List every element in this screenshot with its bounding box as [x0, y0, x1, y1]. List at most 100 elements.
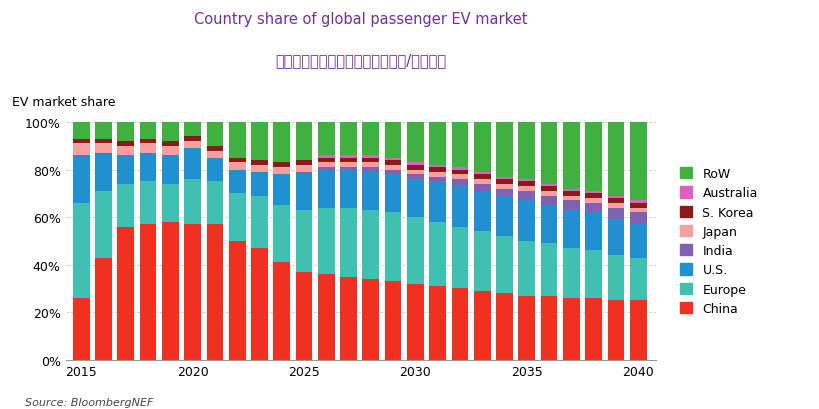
Bar	[117, 146, 134, 156]
Bar	[318, 163, 334, 168]
Bar	[585, 199, 601, 203]
Bar	[607, 208, 623, 220]
Bar	[362, 158, 378, 163]
Bar	[473, 180, 490, 184]
Bar	[563, 189, 579, 191]
Bar	[340, 277, 356, 360]
Bar	[563, 123, 579, 189]
Bar	[296, 161, 312, 165]
Bar	[607, 220, 623, 256]
Bar	[406, 165, 423, 170]
Bar	[362, 123, 378, 156]
Bar	[540, 187, 557, 191]
Bar	[473, 232, 490, 291]
Bar	[340, 123, 356, 156]
Bar	[540, 184, 557, 187]
Bar	[139, 225, 156, 360]
Bar	[518, 187, 535, 191]
Bar	[540, 191, 557, 196]
Bar	[518, 191, 535, 201]
Bar	[495, 123, 512, 177]
Bar	[139, 144, 156, 153]
Bar	[296, 175, 312, 211]
Bar	[406, 175, 423, 180]
Bar	[184, 180, 201, 225]
Bar	[273, 175, 290, 206]
Bar	[495, 236, 512, 294]
Bar	[518, 180, 535, 182]
Bar	[273, 168, 290, 175]
Bar	[318, 274, 334, 360]
Bar	[73, 139, 89, 144]
Bar	[273, 206, 290, 263]
Text: Source: BloombergNEF: Source: BloombergNEF	[25, 397, 153, 407]
Bar	[451, 227, 468, 289]
Bar	[162, 146, 179, 156]
Bar	[540, 123, 557, 184]
Bar	[117, 227, 134, 360]
Bar	[384, 282, 401, 360]
Bar	[184, 149, 201, 180]
Bar	[473, 184, 490, 191]
Bar	[229, 170, 245, 194]
Bar	[540, 206, 557, 244]
Bar	[473, 173, 490, 175]
Bar	[95, 139, 111, 144]
Bar	[251, 248, 268, 360]
Bar	[206, 182, 223, 225]
Bar	[518, 241, 535, 296]
Bar	[162, 156, 179, 184]
Bar	[384, 170, 401, 175]
Bar	[340, 163, 356, 168]
Bar	[362, 279, 378, 360]
Bar	[251, 196, 268, 248]
Bar	[629, 213, 645, 225]
Bar	[384, 213, 401, 282]
Bar	[229, 123, 245, 158]
Bar	[585, 191, 601, 194]
Bar	[73, 123, 89, 139]
Bar	[184, 225, 201, 360]
Bar	[273, 263, 290, 360]
Bar	[251, 173, 268, 196]
Bar	[362, 211, 378, 279]
Bar	[518, 201, 535, 241]
Bar	[139, 182, 156, 225]
Bar	[406, 180, 423, 218]
Bar	[162, 222, 179, 360]
Bar	[429, 222, 446, 286]
Bar	[340, 170, 356, 208]
Bar	[273, 123, 290, 163]
Bar	[184, 123, 201, 137]
Bar	[206, 158, 223, 182]
Bar	[362, 163, 378, 168]
Text: 全球电动乘用车销量占比，按国家/地区分类: 全球电动乘用车销量占比，按国家/地区分类	[275, 53, 446, 68]
Bar	[451, 187, 468, 227]
Bar	[429, 182, 446, 222]
Bar	[117, 142, 134, 146]
Bar	[73, 298, 89, 360]
Bar	[406, 284, 423, 360]
Bar	[451, 170, 468, 175]
Bar	[518, 182, 535, 187]
Bar	[406, 218, 423, 284]
Bar	[318, 170, 334, 208]
Bar	[95, 258, 111, 360]
Bar	[563, 196, 579, 201]
Text: Country share of global passenger EV market: Country share of global passenger EV mar…	[194, 12, 527, 27]
Bar	[518, 296, 535, 360]
Bar	[629, 123, 645, 201]
Bar	[117, 184, 134, 227]
Bar	[384, 161, 401, 165]
Bar	[251, 123, 268, 161]
Bar	[451, 180, 468, 187]
Bar	[384, 175, 401, 213]
Bar	[585, 298, 601, 360]
Bar	[296, 165, 312, 173]
Bar	[585, 213, 601, 251]
Bar	[384, 123, 401, 158]
Bar	[340, 156, 356, 158]
Bar	[162, 184, 179, 222]
Bar	[184, 142, 201, 149]
Bar	[607, 301, 623, 360]
